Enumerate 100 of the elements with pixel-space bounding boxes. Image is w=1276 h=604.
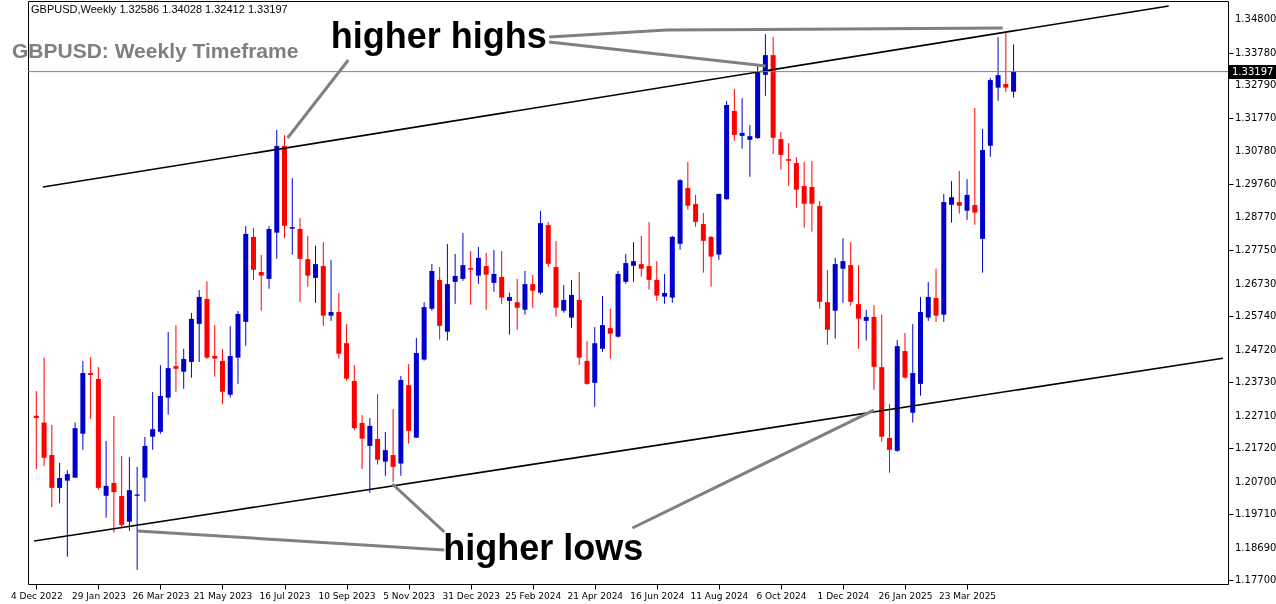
candlestick <box>375 393 381 466</box>
x-tick-label: 16 Jul 2023 <box>259 590 311 601</box>
candlestick <box>708 235 714 288</box>
candlestick <box>103 440 109 519</box>
y-tick-label: 1.32790 <box>1235 78 1276 90</box>
y-tick-label: 1.21720 <box>1235 442 1276 454</box>
x-tick-label: 5 Nov 2023 <box>383 590 436 601</box>
y-tick-label: 1.28770 <box>1235 210 1276 222</box>
x-tick-label: 26 Jan 2025 <box>878 590 933 601</box>
candlestick <box>483 252 489 311</box>
ref-line-label: 1.33197 <box>1229 64 1276 79</box>
x-tick-label: 1 Dec 2024 <box>817 590 870 601</box>
candlestick <box>468 250 474 306</box>
candlestick <box>561 284 567 314</box>
x-tick-label: 29 Jan 2023 <box>71 590 126 601</box>
x-tick-label: 11 Aug 2024 <box>690 590 749 601</box>
candlestick <box>972 107 978 226</box>
x-tick-label: 10 Sep 2023 <box>318 590 376 601</box>
candlestick <box>506 292 512 336</box>
x-tick-label: 25 Feb 2024 <box>505 590 562 601</box>
candlestick <box>778 131 784 171</box>
candlestick <box>623 253 629 285</box>
candlestick <box>88 356 94 420</box>
candlestick <box>840 237 846 304</box>
candlestick <box>568 279 574 329</box>
candlestick <box>693 194 699 228</box>
candlestick <box>258 254 264 312</box>
annotation: higher highs <box>330 15 547 57</box>
y-tick-label: 1.31770 <box>1235 112 1276 124</box>
candlestick <box>731 88 737 142</box>
candlestick <box>886 403 892 474</box>
x-tick-label: 26 Mar 2023 <box>132 590 190 601</box>
y-tick-label: 1.23730 <box>1235 376 1276 388</box>
candlestick <box>134 466 140 571</box>
candlestick <box>638 235 644 278</box>
candlestick <box>452 253 458 305</box>
candlestick <box>359 414 365 470</box>
candlestick <box>367 417 373 494</box>
candlestick <box>181 348 187 390</box>
candlestick <box>956 170 962 215</box>
candlestick <box>863 309 869 342</box>
x-tick-label: 6 Oct 2024 <box>756 590 807 601</box>
x-tick-label: 4 Dec 2022 <box>10 590 63 601</box>
y-tick-label: 1.20700 <box>1235 475 1276 487</box>
y-tick-label: 1.29760 <box>1235 178 1276 190</box>
candlestick <box>654 260 660 302</box>
candlestick <box>700 212 706 274</box>
candlestick <box>685 161 691 211</box>
candlestick <box>64 469 70 558</box>
candlestick <box>631 241 637 283</box>
candlestick <box>949 180 955 224</box>
candlestick <box>491 249 497 293</box>
candlestick <box>111 415 117 533</box>
y-tick-label: 1.30780 <box>1235 144 1276 156</box>
candlestick <box>382 431 388 477</box>
candlestick <box>801 161 807 229</box>
x-tick-label: 16 Jun 2024 <box>630 590 685 601</box>
candlestick <box>600 295 606 353</box>
candlestick <box>662 273 668 305</box>
candlestick <box>933 268 939 323</box>
y-tick-label: 1.17700 <box>1235 574 1276 586</box>
y-tick-label: 1.34800 <box>1235 13 1276 25</box>
x-tick-label: 21 Apr 2024 <box>567 590 624 601</box>
candlestick <box>173 324 179 393</box>
candlestick <box>33 390 39 470</box>
y-tick-label: 1.19710 <box>1235 508 1276 520</box>
y-tick-label: 1.22710 <box>1235 409 1276 421</box>
candlestick <box>1003 32 1009 93</box>
candlestick <box>150 391 156 451</box>
candlestick <box>305 235 311 288</box>
annotation: GBPUSD,Weekly 1.32586 1.34028 1.32412 1.33197 <box>31 3 288 15</box>
candlestick <box>212 324 218 378</box>
candlestick <box>499 250 505 305</box>
candlestick <box>855 264 861 350</box>
candlestick <box>786 142 792 187</box>
y-tick-label: 1.18690 <box>1235 541 1276 553</box>
candlestick <box>390 408 396 483</box>
candlestick <box>328 259 334 322</box>
candlestick <box>57 462 63 504</box>
candlestick <box>289 177 295 256</box>
candlestick <box>313 245 319 304</box>
y-tick-label: 1.26730 <box>1235 277 1276 289</box>
candlestick <box>646 221 652 291</box>
candlestick <box>460 232 466 282</box>
candlestick <box>607 308 613 360</box>
candlestick <box>739 97 745 150</box>
y-tick-label: 1.24720 <box>1235 343 1276 355</box>
candlestick <box>995 36 1001 102</box>
annotation: higher lows <box>443 527 644 569</box>
candlestick <box>530 274 536 309</box>
candlestick <box>964 178 970 221</box>
candlestick <box>925 281 931 322</box>
candlestick <box>1011 43 1017 98</box>
x-tick-label: 31 Dec 2023 <box>442 590 500 601</box>
candlestick <box>584 340 590 386</box>
x-tick-label: 21 May 2023 <box>193 590 253 601</box>
candlestick <box>747 124 753 178</box>
y-tick-label: 1.33780 <box>1235 46 1276 58</box>
candlestick <box>475 246 481 285</box>
y-tick-label: 1.25740 <box>1235 310 1276 322</box>
